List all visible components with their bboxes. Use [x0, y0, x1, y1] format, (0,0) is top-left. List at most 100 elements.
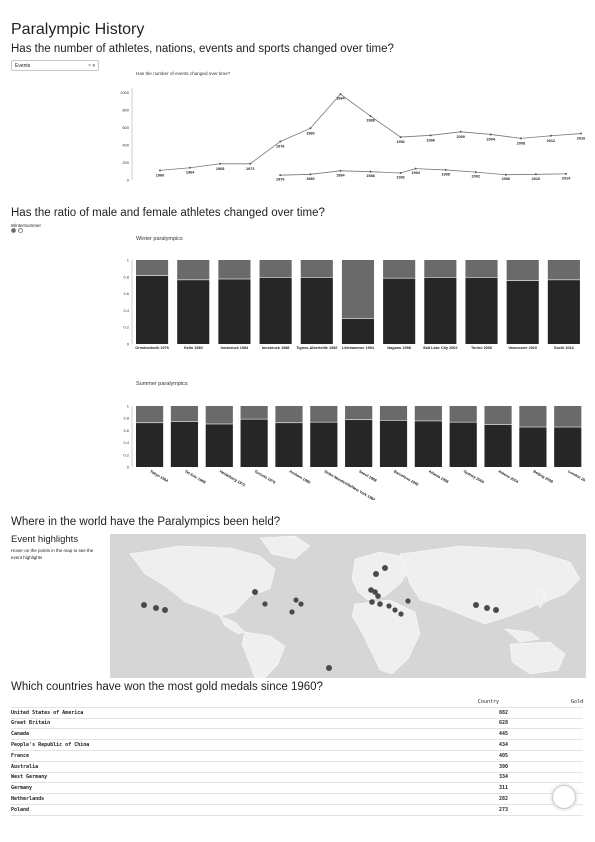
data-label: 1980 — [306, 177, 314, 181]
data-point — [339, 169, 342, 172]
data-point — [369, 115, 372, 118]
category-label: Seoul 1988 — [358, 469, 377, 482]
metric-dropdown[interactable]: Events × ▾ — [11, 60, 99, 71]
category-label: Tignes-Albertville 1992 — [296, 346, 337, 350]
data-point — [549, 134, 552, 137]
female-bar — [506, 260, 539, 281]
data-point — [564, 172, 567, 175]
chevron-down-icon[interactable]: ▾ — [92, 63, 95, 69]
map-point[interactable] — [289, 609, 295, 615]
data-point — [339, 93, 342, 96]
map-point[interactable] — [252, 589, 258, 595]
country-column-header[interactable]: Country — [11, 697, 499, 708]
data-point — [369, 170, 372, 173]
data-point — [489, 133, 492, 136]
category-label: Salt Lake City 2002 — [423, 346, 457, 350]
map-point[interactable] — [405, 598, 411, 604]
female-bar — [465, 260, 498, 278]
data-label: 2010 — [532, 177, 540, 181]
male-bar — [414, 421, 442, 467]
table-row: United States of America 882 — [11, 707, 583, 719]
category-label: Sydney 2000 — [463, 469, 485, 484]
map-point[interactable] — [141, 602, 147, 608]
male-bar — [554, 427, 582, 467]
line-chart-title: Has the number of events changed over ti… — [136, 71, 231, 76]
map-point[interactable] — [375, 593, 381, 599]
data-label: 1964 — [186, 171, 195, 175]
map-point[interactable] — [372, 589, 378, 595]
map-point[interactable] — [484, 605, 490, 611]
female-bar — [341, 260, 375, 319]
gold-cell: 390 — [499, 761, 583, 773]
map-point[interactable] — [377, 601, 383, 607]
country-cell: Australia — [11, 761, 499, 773]
female-bar — [310, 406, 338, 422]
y-tick-label: 600 — [122, 125, 129, 130]
category-label: Tokyo 1964 — [149, 469, 169, 483]
table-row: Germany 311 — [11, 782, 583, 795]
y-tick-label: 0.6 — [123, 291, 129, 296]
category-label: Barcelona 1992 — [393, 469, 419, 486]
male-bar — [240, 419, 268, 467]
map-point[interactable] — [493, 607, 499, 613]
country-cell: United States of America — [11, 707, 499, 719]
map-point[interactable] — [262, 601, 268, 607]
map-point[interactable] — [392, 607, 398, 613]
map-point[interactable] — [398, 611, 404, 617]
y-tick-label: 0.2 — [123, 325, 129, 330]
map-point[interactable] — [473, 602, 479, 608]
female-bar — [240, 406, 268, 419]
scroll-to-top-button[interactable] — [553, 786, 575, 808]
y-tick-label: 1000 — [120, 90, 130, 95]
world-map[interactable] — [110, 534, 586, 678]
map-point[interactable] — [153, 605, 159, 611]
female-bar — [414, 406, 442, 421]
female-bar — [449, 406, 477, 422]
map-point[interactable] — [162, 607, 168, 613]
season-toggle-label: WinterSummer — [11, 223, 42, 228]
map-point[interactable] — [373, 571, 379, 577]
table-row: Great Britain 628 — [11, 718, 583, 730]
data-label: 1960 — [156, 173, 164, 177]
table-row: Australia 390 — [11, 761, 583, 773]
winter-radio[interactable] — [11, 228, 16, 234]
category-label: Innsbruck 1988 — [262, 346, 290, 350]
y-tick-label: 0.2 — [123, 452, 129, 457]
data-label: 1992 — [396, 175, 404, 179]
category-label: Toronto 1976 — [254, 469, 276, 484]
summer-chart-title: Summer paralympics — [136, 381, 188, 387]
table-row: France 405 — [11, 750, 583, 762]
map-point[interactable] — [386, 603, 392, 609]
table-row: People's Republic of China 434 — [11, 739, 583, 751]
female-bar — [275, 406, 303, 423]
male-bar — [170, 421, 199, 467]
female-bar — [484, 406, 512, 425]
category-label: Sochi 2014 — [554, 346, 575, 350]
map-point[interactable] — [369, 599, 375, 605]
map-event-points[interactable] — [141, 565, 499, 671]
series-line-0 — [159, 93, 582, 171]
data-label: 2004 — [487, 137, 496, 141]
data-point — [279, 174, 282, 177]
gold-cell: 334 — [499, 772, 583, 784]
category-label: London 2012 — [567, 469, 585, 484]
gold-column-header[interactable]: Gold — [499, 697, 583, 708]
female-bar — [547, 260, 580, 280]
category-label: Geilo 1980 — [184, 346, 203, 350]
map-point[interactable] — [293, 597, 299, 603]
male-bar — [383, 278, 416, 344]
series-line-1 — [280, 168, 566, 176]
male-bar — [205, 424, 233, 467]
summer-radio[interactable] — [18, 228, 23, 234]
female-bar — [554, 406, 582, 427]
country-cell: Great Britain — [11, 718, 499, 730]
map-point[interactable] — [326, 665, 332, 671]
gold-cell: 628 — [499, 718, 583, 730]
map-point[interactable] — [382, 565, 388, 571]
category-label: Vancouver 2010 — [508, 346, 537, 350]
clear-icon[interactable]: × — [88, 63, 92, 69]
y-tick-label: 800 — [122, 107, 129, 112]
data-label: 1988 — [366, 174, 374, 178]
map-point[interactable] — [298, 601, 304, 607]
table-row: Canada 445 — [11, 728, 583, 741]
